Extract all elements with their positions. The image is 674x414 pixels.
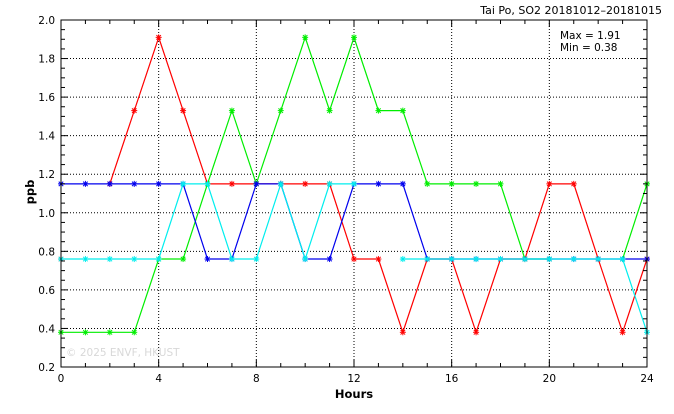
data-point-marker [424,256,431,263]
data-point-marker [302,34,309,41]
data-point-marker [595,256,602,263]
data-point-marker [253,256,260,263]
data-point-marker [131,256,138,263]
data-point-marker [326,107,333,114]
y-tick-label: 1.0 [38,208,55,220]
data-point-marker [497,256,504,263]
data-point-marker [351,180,357,187]
y-tick-label: 1.6 [38,92,55,104]
max-stat: Max = 1.91 [560,30,621,42]
data-point-marker [277,107,284,114]
chart-title: Tai Po, SO2 20181012–20181015 [479,4,662,17]
data-point-marker [375,107,382,114]
x-axis-label: Hours [335,387,373,401]
data-point-marker [204,256,211,263]
data-point-marker [82,180,89,187]
data-point-marker [82,256,89,263]
grid-lines [61,20,647,367]
data-point-marker [448,256,455,263]
series-line [622,183,648,260]
y-tick-label: 1.2 [38,169,55,181]
x-tick-label: 24 [640,373,654,385]
data-point-marker [497,180,504,187]
data-point-marker [570,180,577,187]
data-point-marker [253,180,260,187]
data-point-marker [106,180,113,187]
y-tick-label: 1.8 [38,54,55,66]
data-point-marker [155,34,162,41]
data-point-marker [619,329,626,336]
data-point-marker [106,256,113,263]
y-tick-label: 0.2 [38,362,55,374]
data-point-marker [473,180,480,187]
data-point-marker [277,180,284,187]
data-point-marker [570,256,577,263]
series-layer [58,34,650,336]
x-tick-label: 8 [253,373,260,385]
data-point-marker [228,180,235,187]
y-tick-label: 0.6 [38,285,55,297]
data-point-marker [399,256,406,263]
data-point-marker [326,256,333,263]
min-stat: Min = 0.38 [560,42,617,54]
data-point-marker [155,256,162,263]
data-point-marker [351,34,357,41]
data-point-marker [180,107,187,114]
y-tick-label: 0.4 [38,323,55,335]
data-point-marker [155,180,162,187]
data-point-marker [424,180,431,187]
data-point-marker [399,107,406,114]
data-point-marker [228,107,235,114]
series-line [61,181,354,261]
data-point-marker [180,256,187,263]
data-point-marker [131,329,138,336]
data-point-marker [302,180,309,187]
data-point-marker [448,180,455,187]
x-tick-label: 4 [155,373,162,385]
tick-labels: 0 4 8 12 16 20 24 0.2 0.4 0.6 0.8 1.0 1.2 1.4 1.6 1.8 2.… [38,15,654,385]
data-point-marker [546,256,553,263]
data-point-marker [399,180,406,187]
data-point-marker [228,256,235,263]
y-tick-label: 2.0 [38,15,55,27]
data-point-marker [106,329,113,336]
y-tick-label: 1.4 [38,131,55,143]
x-tick-label: 16 [445,373,459,385]
data-point-marker [521,256,528,263]
data-point-marker [302,256,309,263]
data-point-marker [131,107,138,114]
data-point-marker [131,180,138,187]
y-axis-label: ppb [23,180,37,205]
x-tick-label: 12 [347,373,360,385]
data-point-marker [473,256,480,263]
tick-marks [60,19,648,368]
data-point-marker [180,180,187,187]
data-point-marker [204,180,211,187]
data-point-marker [82,329,89,336]
data-point-marker [473,329,480,336]
data-point-marker [375,180,382,187]
data-series-4 [58,180,650,336]
data-point-marker [375,256,382,263]
x-tick-label: 0 [58,373,65,385]
y-tick-label: 0.8 [38,246,55,258]
data-point-marker [399,329,406,336]
data-point-marker [351,256,357,263]
data-point-marker [619,256,626,263]
data-point-marker [546,180,553,187]
copyright-watermark: © 2025 ENVF, HKUST [66,347,180,359]
x-tick-label: 20 [543,373,556,385]
data-point-marker [326,180,333,187]
